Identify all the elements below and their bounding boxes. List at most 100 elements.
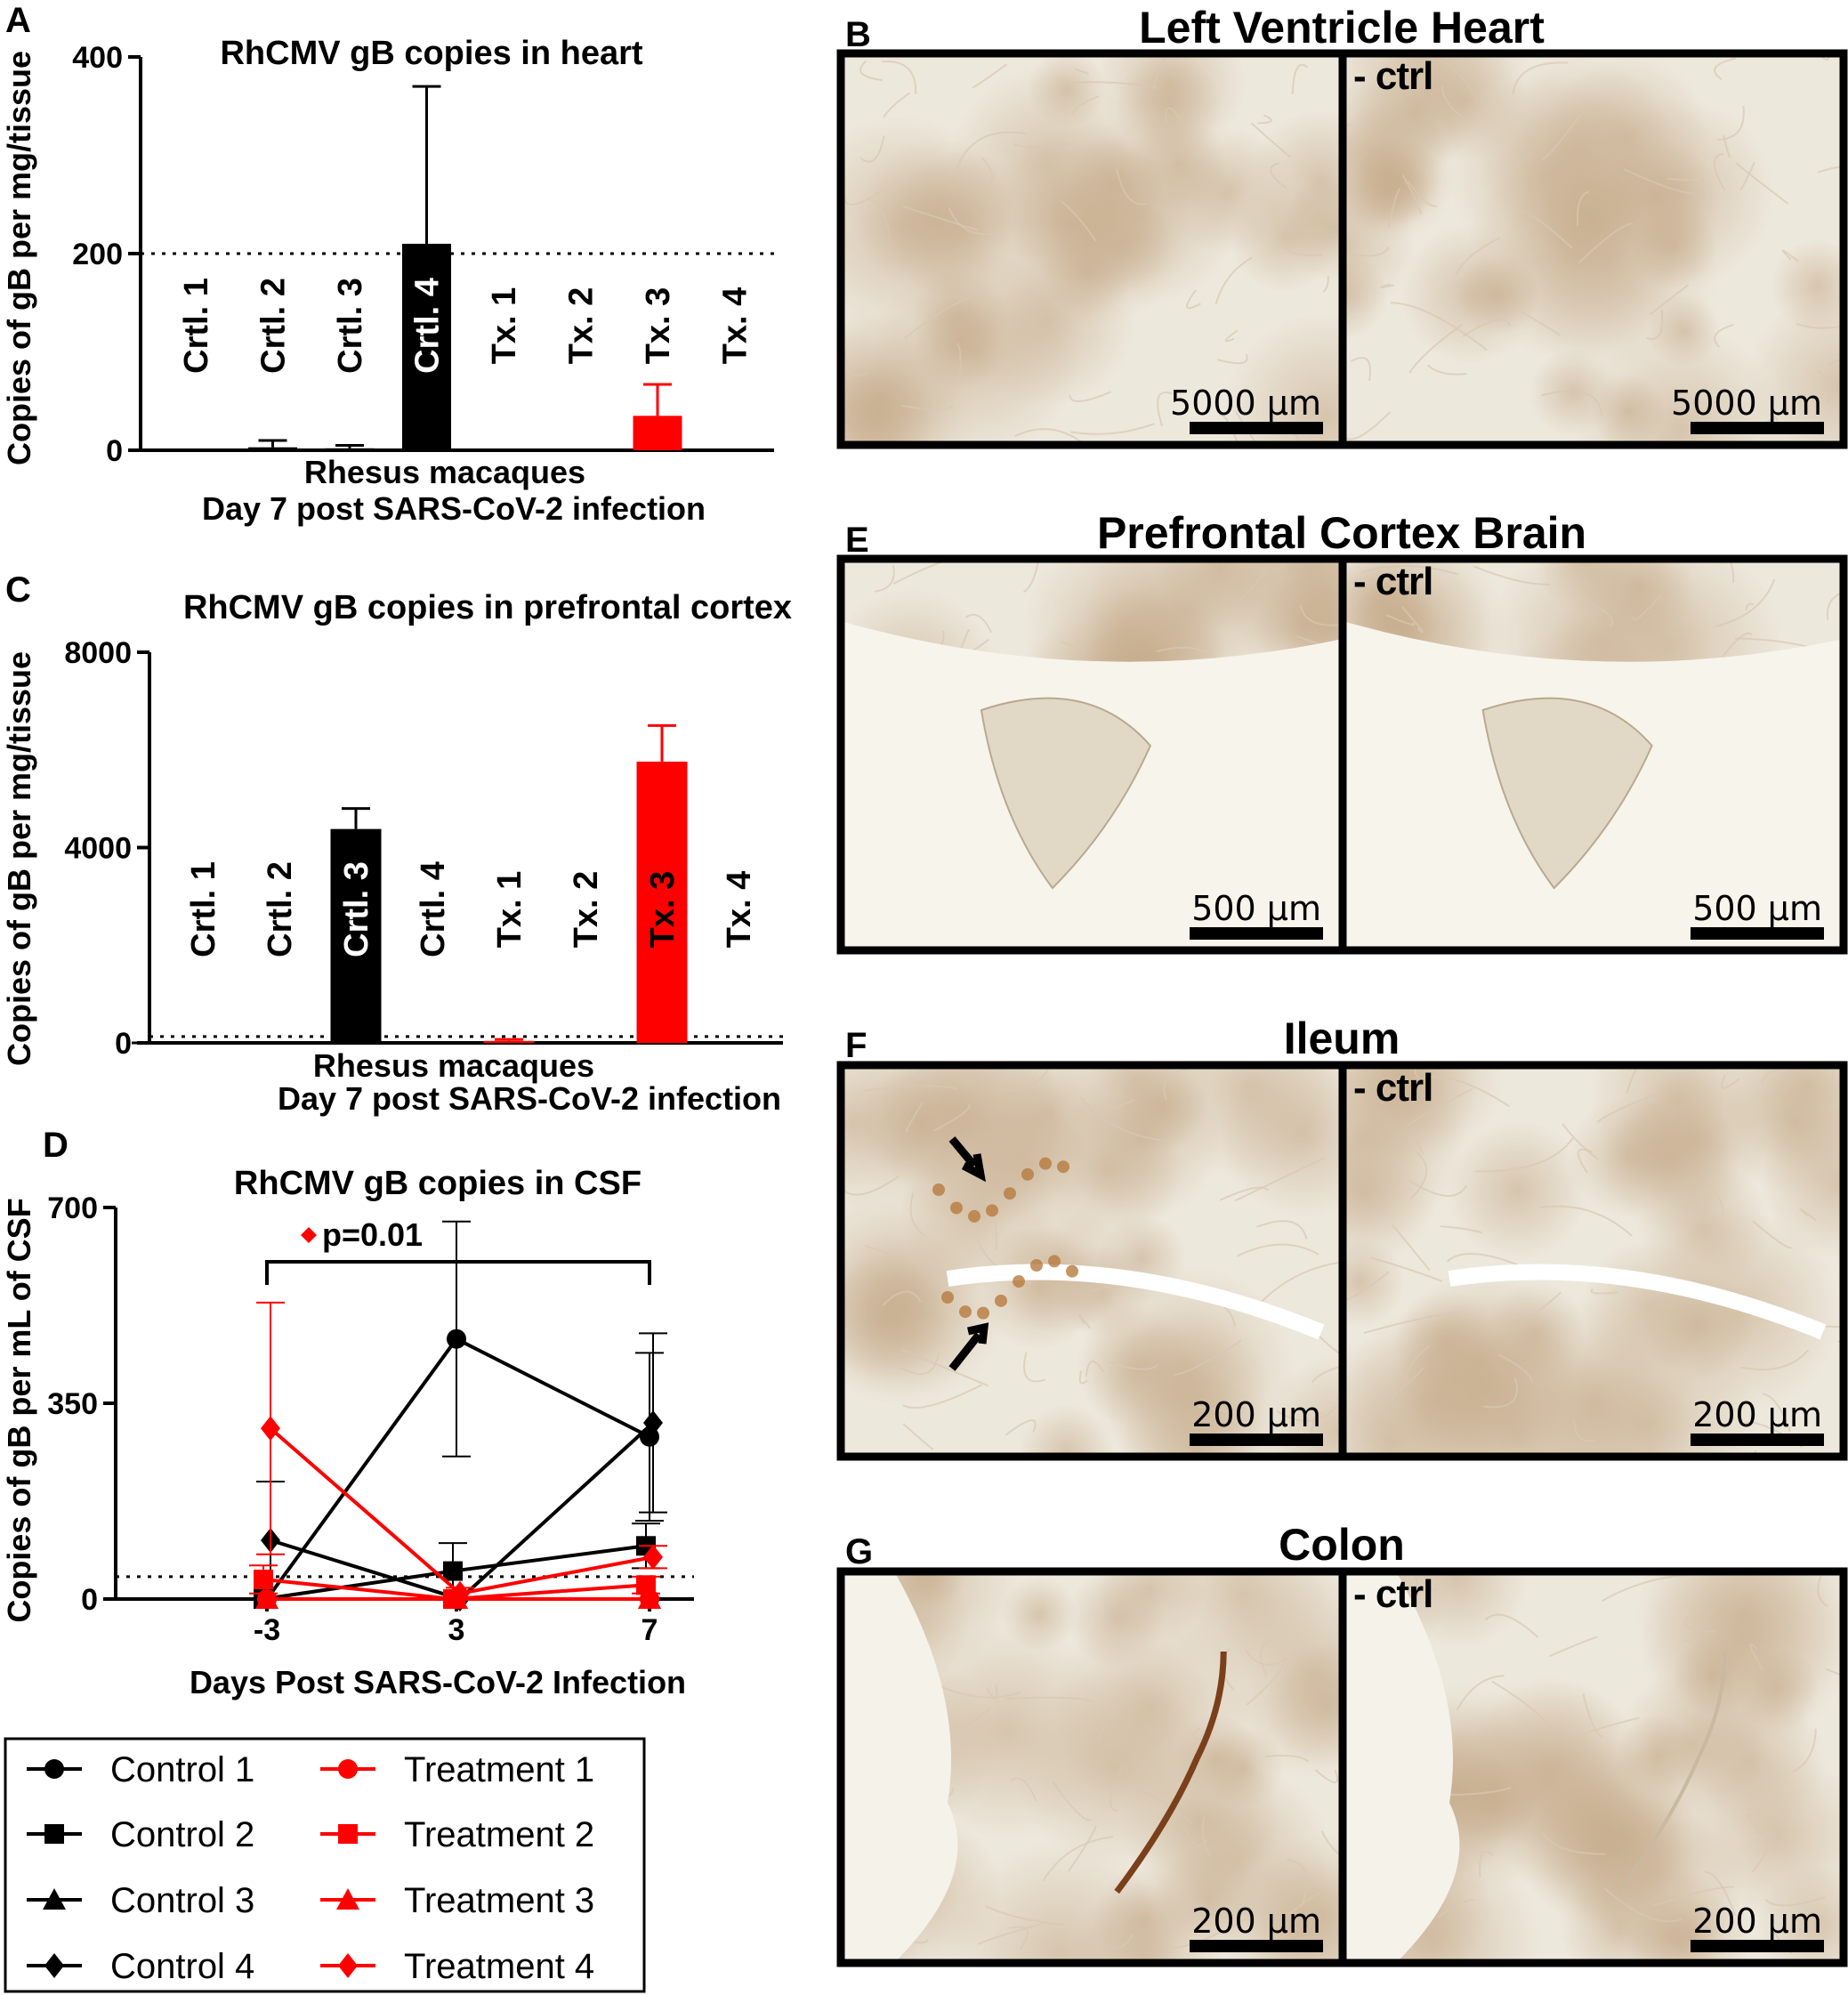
tissue-texture	[1691, 1749, 1844, 1921]
tissue-texture	[893, 1571, 968, 1610]
micrograph-panels: B Left Ventricle Heart 5000 µm 5000 µm - ctr…	[836, 3, 1848, 1967]
micro-panel-f: F Ileum 200 µm 200 µm - ctrl	[836, 1014, 1848, 1461]
tissue-fiber	[1747, 1813, 1774, 1851]
tissue-fiber	[1085, 1099, 1135, 1123]
positive-stain-cell	[1039, 1157, 1052, 1170]
positive-stain-cell	[968, 1209, 980, 1223]
panel-d: D RhCMV gB copies in CSF Copies of gB pe…	[1, 1126, 694, 1700]
legend-label-treatment-2: Treatment 2	[404, 1815, 594, 1854]
image-frame	[1338, 554, 1848, 955]
legend-label-control-2: Control 2	[110, 1815, 254, 1854]
tissue-fiber	[1456, 1675, 1505, 1711]
tissue-texture	[1018, 1404, 1115, 1457]
tissue-fiber	[1475, 1137, 1574, 1173]
tissue-fiber	[1549, 1636, 1598, 1658]
tissue-fiber	[883, 92, 911, 118]
tissue-fiber	[1436, 1898, 1475, 1918]
tissue-fiber	[1818, 166, 1844, 174]
tissue-texture	[1027, 53, 1107, 128]
tissue-fiber	[985, 1200, 997, 1250]
tissue-fiber	[1781, 249, 1799, 262]
tissue-fiber	[1360, 564, 1459, 576]
scale-bar	[1691, 927, 1824, 940]
category-label-6: Tx. 2	[563, 287, 601, 365]
tissue-fiber	[1108, 1361, 1159, 1370]
marker-circle	[338, 1759, 358, 1779]
tissue-fiber	[843, 349, 868, 377]
positive-stain-cell	[1066, 1264, 1078, 1278]
tissue-fiber	[1763, 1393, 1791, 1433]
tissue-texture	[1096, 1571, 1206, 1644]
marker-triangle	[255, 1587, 278, 1609]
micro-panel-e: E Prefrontal Cortex Brain 500 µm 500 µm - ct…	[836, 508, 1848, 955]
image-frame	[1338, 1567, 1848, 1967]
crypt-boundary	[1617, 1651, 1727, 1894]
tissue-fiber	[905, 1102, 924, 1133]
chart-c-xlabel-line2: Day 7 post SARS-CoV-2 infection	[278, 1080, 781, 1117]
chart-a-plot: 0 200 400 Crtl. 1 Crtl. 2 Crtl. 3 Crtl. 4 Tx. 1…	[72, 41, 774, 468]
tissue-fiber	[1576, 190, 1590, 227]
legend-label-treatment-1: Treatment 1	[404, 1750, 594, 1789]
tissue-fiber	[1745, 602, 1754, 611]
negative-control-label: - ctrl	[1353, 54, 1432, 98]
tissue-fiber	[986, 1684, 998, 1700]
tissue-fiber	[1484, 1613, 1539, 1638]
negative-control-image	[1343, 53, 1844, 445]
tissue-fiber	[1023, 1352, 1045, 1383]
tissue-fiber	[1008, 1926, 1029, 1951]
tissue-fiber	[1061, 200, 1097, 242]
tissue-fiber	[1817, 370, 1830, 404]
marker-diamond	[643, 1410, 663, 1435]
tissue-fiber	[1713, 153, 1726, 191]
tissue-fiber	[974, 1065, 978, 1067]
p-value-label: p=0.01	[322, 1216, 423, 1253]
tissue-texture	[1010, 168, 1124, 283]
tissue-fiber	[901, 1353, 940, 1376]
scale-bar	[1691, 1940, 1824, 1952]
stained-section-image	[841, 559, 1343, 950]
tissue-fiber	[1626, 1065, 1644, 1094]
tissue-texture	[841, 1228, 985, 1397]
tissue-fiber	[1387, 188, 1401, 230]
scale-bar-label: 5000 µm	[1170, 384, 1321, 423]
tissue-fiber	[1570, 1716, 1640, 1742]
category-label-4: Crtl. 4	[409, 278, 447, 374]
legend-box	[4, 1737, 646, 1993]
panel-letter-e: E	[845, 521, 869, 560]
tissue-fiber	[1090, 1934, 1134, 1951]
category-label-7: Tx. 3	[644, 871, 682, 949]
tissue-fiber	[1578, 222, 1633, 264]
marker-diamond	[261, 1416, 280, 1442]
positive-stain-cell	[1004, 1187, 1016, 1200]
tissue-fiber	[902, 1384, 983, 1409]
panel-letter-f: F	[845, 1026, 867, 1065]
positive-stain-cell	[941, 1290, 954, 1304]
tissue-fiber	[1022, 559, 1040, 594]
marker-square	[636, 1575, 656, 1595]
negative-control-label: - ctrl	[1353, 1572, 1432, 1616]
bar-7	[633, 416, 682, 450]
positive-stain-cell	[950, 1201, 963, 1215]
micro-title: Left Ventricle Heart	[1139, 3, 1545, 52]
tissue-fiber	[1157, 392, 1173, 427]
tissue-fiber	[1603, 1887, 1683, 1923]
tissue-fiber	[1052, 1781, 1092, 1821]
tissue-fiber	[1005, 1696, 1094, 1702]
adipose-region	[1343, 1571, 1460, 1963]
bar-2	[248, 447, 297, 450]
tissue-fiber	[1755, 1831, 1777, 1844]
scale-bar-label: 500 µm	[1191, 889, 1321, 928]
legend-label-control-1: Control 1	[110, 1750, 254, 1789]
positive-stain-cell	[995, 1294, 1007, 1307]
tissue-fiber	[875, 564, 895, 593]
y-tick-label: 200	[72, 238, 123, 271]
tissue-fiber	[1402, 1345, 1430, 1387]
micro-panel-g: G Colon 200 µm 200 µm - ctrl	[836, 1520, 1848, 1967]
image-frame	[1338, 1061, 1848, 1461]
stained-section-image	[841, 53, 1343, 445]
tissue-fiber	[1255, 1261, 1343, 1309]
significance-bracket	[265, 1260, 651, 1285]
tissue-fiber	[1826, 357, 1844, 368]
bar-3	[330, 828, 382, 1043]
chart-a-title: RhCMV gB copies in heart	[220, 35, 642, 72]
